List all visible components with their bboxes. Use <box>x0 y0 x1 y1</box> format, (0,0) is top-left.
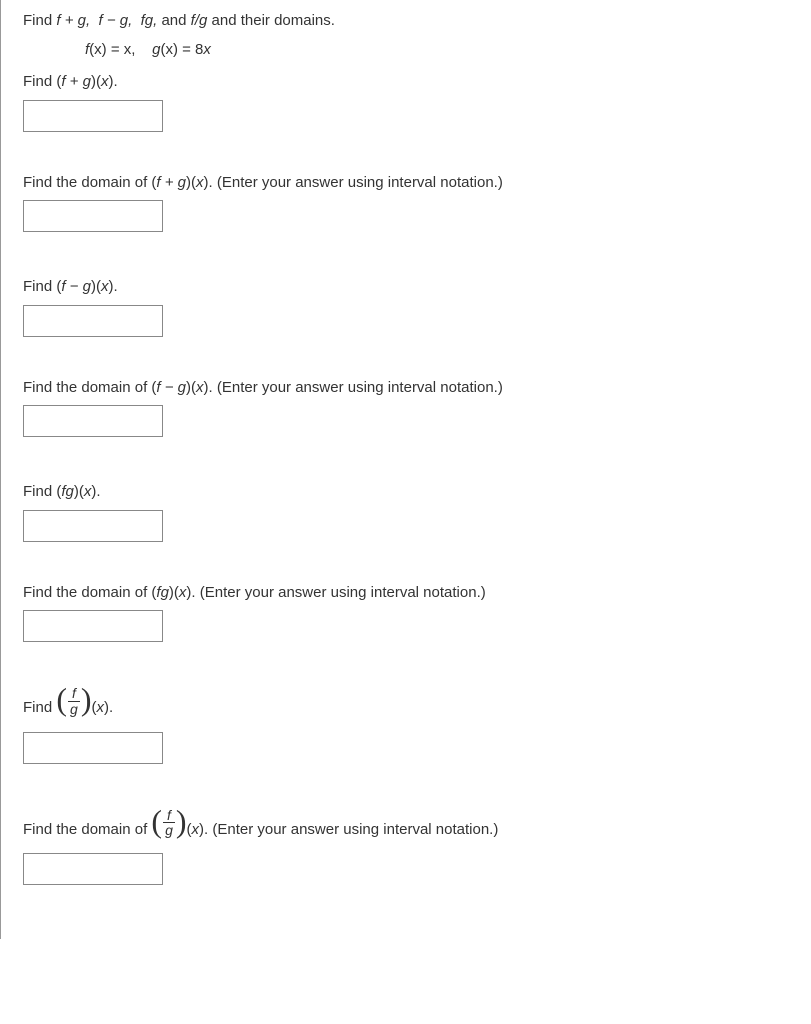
q3-mid: )( <box>91 278 101 295</box>
question-container: Find f + g, f − g, fg, and f/g and their… <box>0 0 811 939</box>
q2-post: ). (Enter your answer using interval not… <box>204 174 503 191</box>
q1-pre: Find ( <box>23 73 61 90</box>
intro-mid: and <box>157 12 190 29</box>
intro-op1: f + g, <box>56 12 90 29</box>
q1-answer-input[interactable] <box>23 100 163 132</box>
q3-post: ). <box>108 278 117 295</box>
q5-mid: )( <box>74 483 84 500</box>
q8-frac-group: (fg) <box>151 808 186 838</box>
q5-prompt: Find (fg)(x). <box>23 481 793 504</box>
q5-expr: fg <box>61 483 74 500</box>
q8-var: x <box>192 821 200 838</box>
question-4: Find the domain of (f − g)(x). (Enter yo… <box>23 377 793 438</box>
question-3: Find (f − g)(x). <box>23 276 793 337</box>
q8-post: ). (Enter your answer using interval not… <box>199 821 498 838</box>
question-6: Find the domain of (fg)(x). (Enter your … <box>23 582 793 643</box>
q8-answer-input[interactable] <box>23 853 163 885</box>
q4-var: x <box>196 379 204 396</box>
q7-pre: Find <box>23 699 56 716</box>
q7-answer-input[interactable] <box>23 732 163 764</box>
q4-mid: )( <box>186 379 196 396</box>
q4-answer-input[interactable] <box>23 405 163 437</box>
g-def-rest: (x) = 8 <box>160 41 203 58</box>
question-1: Find (f + g)(x). <box>23 71 793 132</box>
intro-line: Find f + g, f − g, fg, and f/g and their… <box>23 10 793 33</box>
q3-expr: f − g <box>61 278 91 295</box>
q2-expr: f + g <box>156 174 186 191</box>
intro-op3: fg, <box>141 12 158 29</box>
q3-pre: Find ( <box>23 278 61 295</box>
q4-prompt: Find the domain of (f − g)(x). (Enter yo… <box>23 377 793 400</box>
question-2: Find the domain of (f + g)(x). (Enter yo… <box>23 172 793 233</box>
q8-pre: Find the domain of <box>23 821 151 838</box>
q1-expr: f + g <box>61 73 91 90</box>
q3-prompt: Find (f − g)(x). <box>23 276 793 299</box>
question-5: Find (fg)(x). <box>23 481 793 542</box>
q6-answer-input[interactable] <box>23 610 163 642</box>
q8-prompt: Find the domain of (fg)(x). (Enter your … <box>23 808 793 842</box>
q7-post: ). <box>104 699 113 716</box>
intro-suffix: and their domains. <box>207 12 335 29</box>
q8-fraction: fg <box>163 808 175 838</box>
q2-var: x <box>196 174 204 191</box>
q5-answer-input[interactable] <box>23 510 163 542</box>
q5-pre: Find ( <box>23 483 61 500</box>
question-7: Find (fg)(x). <box>23 686 793 764</box>
q7-frac-bot: g <box>68 702 80 717</box>
q7-frac-group: (fg) <box>56 686 91 716</box>
function-definitions: f(x) = x, g(x) = 8x <box>85 39 793 62</box>
q3-answer-input[interactable] <box>23 305 163 337</box>
q4-pre: Find the domain of ( <box>23 379 156 396</box>
g-def-tail: x <box>203 41 211 58</box>
q1-post: ). <box>108 73 117 90</box>
intro-op4: f/g <box>191 12 208 29</box>
q6-mid: )( <box>169 584 179 601</box>
q7-var: x <box>96 699 104 716</box>
q4-post: ). (Enter your answer using interval not… <box>204 379 503 396</box>
q8-frac-top: f <box>163 808 175 824</box>
q6-expr: fg <box>156 584 169 601</box>
q7-prompt: Find (fg)(x). <box>23 686 793 720</box>
q5-post: ). <box>91 483 100 500</box>
q6-prompt: Find the domain of (fg)(x). (Enter your … <box>23 582 793 605</box>
q7-frac-top: f <box>68 686 80 702</box>
q2-mid: )( <box>186 174 196 191</box>
question-8: Find the domain of (fg)(x). (Enter your … <box>23 808 793 886</box>
intro-op2: f − g, <box>98 12 132 29</box>
q7-fraction: fg <box>68 686 80 716</box>
intro-prefix: Find <box>23 12 56 29</box>
q1-mid: )( <box>91 73 101 90</box>
q6-post: ). (Enter your answer using interval not… <box>186 584 485 601</box>
q4-expr: f − g <box>156 379 186 396</box>
q2-answer-input[interactable] <box>23 200 163 232</box>
q2-pre: Find the domain of ( <box>23 174 156 191</box>
f-def-rest: (x) = x, <box>89 41 135 58</box>
q2-prompt: Find the domain of (f + g)(x). (Enter yo… <box>23 172 793 195</box>
q1-prompt: Find (f + g)(x). <box>23 71 793 94</box>
q6-pre: Find the domain of ( <box>23 584 156 601</box>
q8-frac-bot: g <box>163 823 175 838</box>
